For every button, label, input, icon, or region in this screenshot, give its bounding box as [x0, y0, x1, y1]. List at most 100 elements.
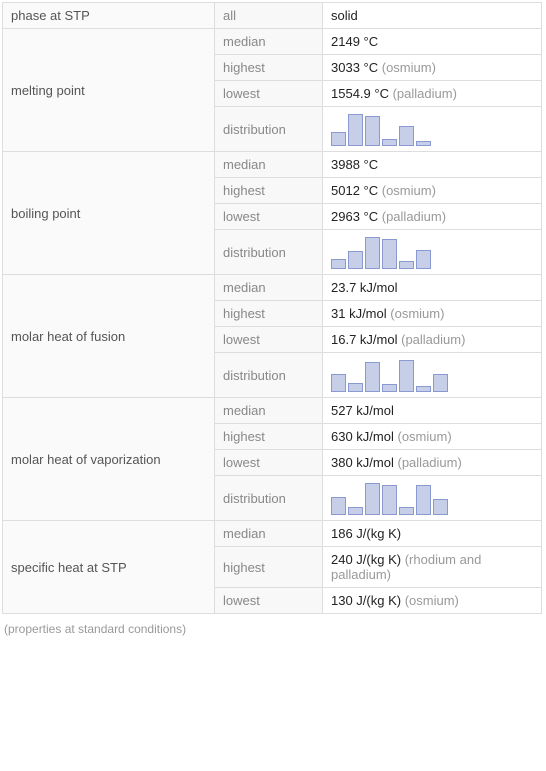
stat-label: median — [215, 275, 323, 301]
stat-label: median — [215, 398, 323, 424]
stat-value: 2963 °C (palladium) — [323, 204, 542, 230]
value-note: (palladium) — [382, 209, 446, 224]
stat-label: median — [215, 29, 323, 55]
stat-value: 3033 °C (osmium) — [323, 55, 542, 81]
chart-bar — [416, 386, 431, 392]
stat-value: 380 kJ/mol (palladium) — [323, 450, 542, 476]
stat-value: 16.7 kJ/mol (palladium) — [323, 327, 542, 353]
value-text: 16.7 kJ/mol — [331, 332, 397, 347]
stat-value: 31 kJ/mol (osmium) — [323, 301, 542, 327]
stat-label: highest — [215, 55, 323, 81]
stat-label: median — [215, 521, 323, 547]
bar-chart — [331, 235, 533, 269]
stat-value: solid — [323, 3, 542, 29]
value-text: 630 kJ/mol — [331, 429, 394, 444]
value-note: (osmium) — [390, 306, 444, 321]
value-text: 2963 °C — [331, 209, 378, 224]
stat-label: lowest — [215, 81, 323, 107]
stat-label: distribution — [215, 107, 323, 152]
value-note: (palladium) — [393, 86, 457, 101]
chart-bar — [331, 132, 346, 146]
stat-label: all — [215, 3, 323, 29]
value-text: 5012 °C — [331, 183, 378, 198]
value-text: 527 kJ/mol — [331, 403, 394, 418]
property-name: boiling point — [3, 152, 215, 275]
chart-bar — [365, 116, 380, 146]
chart-bar — [331, 259, 346, 269]
stat-label: distribution — [215, 230, 323, 275]
chart-bar — [399, 360, 414, 392]
value-text: 130 J/(kg K) — [331, 593, 401, 608]
value-text: 186 J/(kg K) — [331, 526, 401, 541]
stat-label: distribution — [215, 353, 323, 398]
value-text: solid — [331, 8, 358, 23]
stat-value: 630 kJ/mol (osmium) — [323, 424, 542, 450]
table-row: melting pointmedian2149 °C — [3, 29, 542, 55]
chart-bar — [331, 374, 346, 392]
table-row: specific heat at STPmedian186 J/(kg K) — [3, 521, 542, 547]
stat-label: lowest — [215, 588, 323, 614]
stat-value: 240 J/(kg K) (rhodium and palladium) — [323, 547, 542, 588]
bar-chart — [331, 481, 533, 515]
chart-bar — [399, 126, 414, 146]
value-text: 380 kJ/mol — [331, 455, 394, 470]
value-note: (osmium) — [405, 593, 459, 608]
property-name: specific heat at STP — [3, 521, 215, 614]
stat-label: median — [215, 152, 323, 178]
stat-label: highest — [215, 178, 323, 204]
distribution-chart — [323, 230, 542, 275]
stat-value: 23.7 kJ/mol — [323, 275, 542, 301]
distribution-chart — [323, 353, 542, 398]
value-note: (osmium) — [382, 183, 436, 198]
chart-bar — [382, 485, 397, 515]
table-row: molar heat of fusionmedian23.7 kJ/mol — [3, 275, 542, 301]
chart-bar — [399, 507, 414, 515]
chart-bar — [331, 497, 346, 515]
chart-bar — [382, 384, 397, 392]
value-note: (palladium) — [401, 332, 465, 347]
table-row: phase at STPall solid — [3, 3, 542, 29]
property-name: molar heat of fusion — [3, 275, 215, 398]
value-text: 23.7 kJ/mol — [331, 280, 397, 295]
bar-chart — [331, 112, 533, 146]
bar-chart — [331, 358, 533, 392]
stat-label: distribution — [215, 476, 323, 521]
value-text: 3988 °C — [331, 157, 378, 172]
stat-label: highest — [215, 547, 323, 588]
distribution-chart — [323, 107, 542, 152]
chart-bar — [416, 141, 431, 146]
value-text: 240 J/(kg K) — [331, 552, 401, 567]
stat-value: 1554.9 °C (palladium) — [323, 81, 542, 107]
chart-bar — [365, 237, 380, 269]
property-name: phase at STP — [3, 3, 215, 29]
chart-bar — [348, 251, 363, 269]
table-row: boiling pointmedian3988 °C — [3, 152, 542, 178]
stat-value: 2149 °C — [323, 29, 542, 55]
chart-bar — [416, 485, 431, 515]
stat-value: 5012 °C (osmium) — [323, 178, 542, 204]
properties-table: phase at STPallsolidmelting pointmedian2… — [2, 2, 542, 614]
table-row: molar heat of vaporizationmedian527 kJ/m… — [3, 398, 542, 424]
chart-bar — [382, 139, 397, 146]
value-text: 3033 °C — [331, 60, 378, 75]
stat-value: 527 kJ/mol — [323, 398, 542, 424]
stat-label: lowest — [215, 327, 323, 353]
chart-bar — [399, 261, 414, 269]
stat-value: 130 J/(kg K) (osmium) — [323, 588, 542, 614]
stat-label: lowest — [215, 204, 323, 230]
value-note: (osmium) — [398, 429, 452, 444]
chart-bar — [365, 483, 380, 515]
footer-note: (properties at standard conditions) — [0, 616, 546, 642]
value-note: (palladium) — [398, 455, 462, 470]
stat-value: 186 J/(kg K) — [323, 521, 542, 547]
value-text: 1554.9 °C — [331, 86, 389, 101]
chart-bar — [433, 374, 448, 392]
value-text: 2149 °C — [331, 34, 378, 49]
property-name: melting point — [3, 29, 215, 152]
stat-label: highest — [215, 424, 323, 450]
chart-bar — [365, 362, 380, 392]
value-note: (osmium) — [382, 60, 436, 75]
chart-bar — [348, 114, 363, 146]
property-name: molar heat of vaporization — [3, 398, 215, 521]
chart-bar — [382, 239, 397, 269]
